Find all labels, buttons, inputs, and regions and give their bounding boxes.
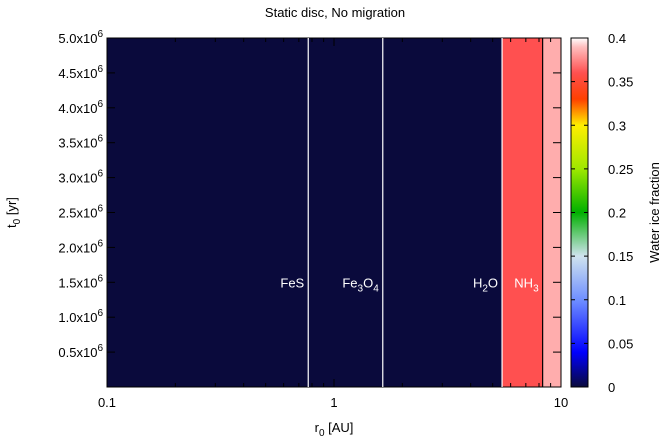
y-tick-label: 1.0x106	[58, 308, 103, 325]
colorbar-tick-label: 0.25	[608, 162, 633, 177]
y-tick-label: 2.5x106	[58, 204, 103, 221]
y-tick-label: 2.0x106	[58, 238, 103, 255]
colorbar-tick-label: 0.3	[608, 118, 626, 133]
colorbar-label: Water ice fraction	[647, 162, 662, 263]
y-tick-label: 3.5x106	[58, 134, 103, 151]
heatmap-region-1	[502, 38, 543, 387]
y-axis-label: t0 [yr]	[4, 197, 23, 228]
snow-line-label-2: H2O	[473, 275, 498, 294]
heatmap-region-2	[542, 38, 561, 387]
x-axis-label: r0 [AU]	[315, 420, 354, 439]
y-tick-label: 5.0x106	[58, 29, 103, 46]
x-axis-label-sub: 0	[319, 428, 325, 439]
x-tick-label: 1	[330, 395, 337, 410]
y-axis-label-unit: [yr]	[4, 197, 19, 219]
y-tick-label: 0.5x106	[58, 343, 103, 360]
colorbar-tick-label: 0.15	[608, 249, 633, 264]
y-tick-label: 4.0x106	[58, 99, 103, 116]
y-tick-label: 1.5x106	[58, 273, 103, 290]
x-tick-label: 0.1	[98, 395, 116, 410]
heatmap-region-0	[107, 38, 503, 387]
axis-ticks: 0.1 1 10 0.5x106 1.0x106 1.5x106 2.0x106 2.5x10…	[58, 29, 568, 410]
y-axis-label-main: t	[4, 224, 19, 228]
snow-lines: FeS Fe3O4 H2O NH3	[280, 38, 544, 387]
colorbar-tick-label: 0	[608, 380, 615, 395]
y-tick-label: 3.0x106	[58, 169, 103, 186]
snow-line-label-3: NH3	[514, 275, 539, 294]
colorbar-ticks: 0 0.05 0.1 0.15 0.2 0.25 0.3 0.35 0.4	[571, 31, 633, 395]
colorbar-tick-label: 0.05	[608, 336, 633, 351]
colorbar-tick-label: 0.4	[608, 31, 626, 46]
x-axis-label-unit: [AU]	[325, 420, 354, 435]
colorbar-tick-label: 0.2	[608, 206, 626, 221]
plot-area	[107, 38, 561, 387]
chart-title: Static disc, No migration	[265, 5, 405, 20]
x-tick-label: 10	[554, 395, 568, 410]
snow-line-label-0: FeS	[280, 275, 304, 290]
colorbar-tick-label: 0.1	[608, 293, 626, 308]
y-axis-label-sub: 0	[12, 218, 23, 224]
x-axis-label-main: r	[315, 420, 320, 435]
colorbar-tick-label: 0.35	[608, 75, 633, 90]
snow-line-label-1: Fe3O4	[342, 275, 379, 294]
y-tick-label: 4.5x106	[58, 64, 103, 81]
